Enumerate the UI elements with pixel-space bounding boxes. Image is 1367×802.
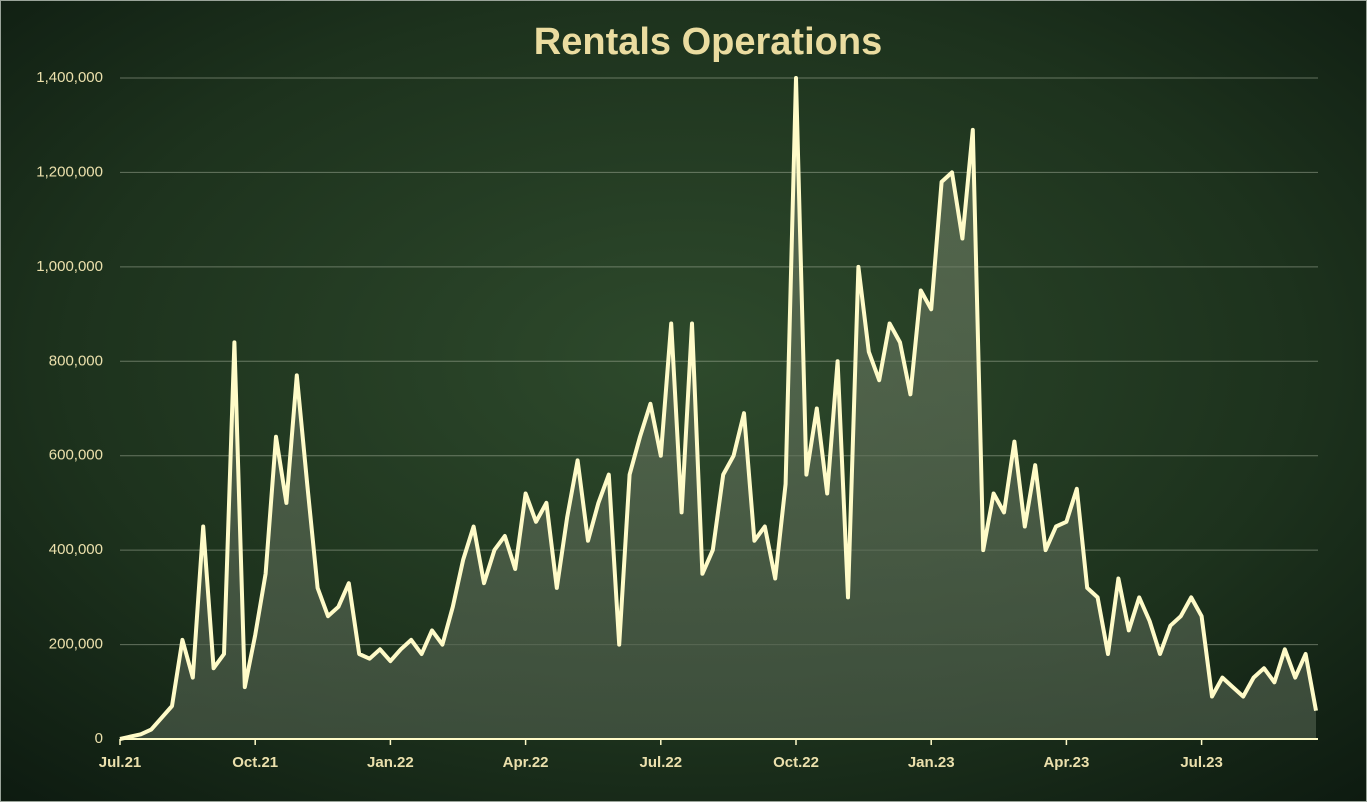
y-tick-label: 200,000 — [49, 636, 103, 653]
x-tick-label: Jan.22 — [367, 754, 414, 771]
x-tick-label: Jul.21 — [99, 754, 142, 771]
chart-title: Rentals Operations — [534, 21, 882, 63]
y-tick-label: 1,000,000 — [36, 258, 103, 275]
y-tick-label: 1,400,000 — [36, 69, 103, 86]
x-tick-label: Jul.23 — [1180, 754, 1223, 771]
x-tick-label: Apr.22 — [503, 754, 549, 771]
y-tick-label: 600,000 — [49, 447, 103, 464]
x-tick-label: Jul.22 — [640, 754, 683, 771]
y-tick-label: 800,000 — [49, 352, 103, 369]
y-tick-label: 400,000 — [49, 541, 103, 558]
y-tick-label: 1,200,000 — [36, 163, 103, 180]
x-tick-label: Apr.23 — [1043, 754, 1089, 771]
x-tick-label: Jan.23 — [908, 754, 955, 771]
x-tick-label: Oct.21 — [232, 754, 278, 771]
line — [119, 76, 1318, 741]
area — [120, 78, 1316, 739]
x-tick-label: Oct.22 — [773, 754, 819, 771]
y-tick-label: 0 — [95, 730, 103, 747]
